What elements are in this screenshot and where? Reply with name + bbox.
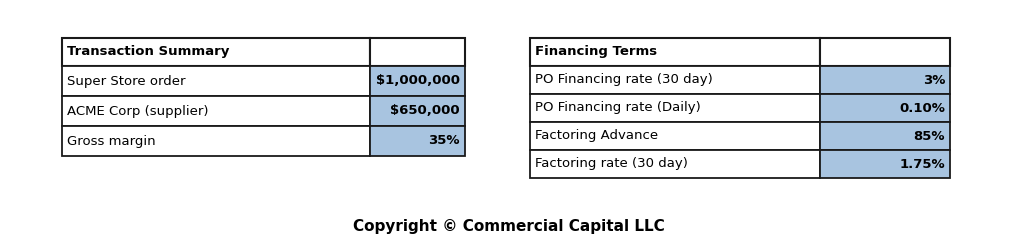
Bar — [820, 66, 950, 94]
Text: $1,000,000: $1,000,000 — [376, 74, 460, 88]
Bar — [530, 38, 820, 66]
Text: Gross margin: Gross margin — [67, 134, 156, 148]
Bar — [530, 66, 820, 94]
Text: PO Financing rate (30 day): PO Financing rate (30 day) — [535, 73, 713, 87]
Text: Super Store order: Super Store order — [67, 74, 185, 88]
Text: Financing Terms: Financing Terms — [535, 45, 657, 59]
Text: Factoring rate (30 day): Factoring rate (30 day) — [535, 157, 687, 171]
Text: Factoring Advance: Factoring Advance — [535, 129, 658, 143]
Text: 0.10%: 0.10% — [899, 101, 945, 115]
Bar — [370, 126, 465, 156]
Bar — [530, 150, 820, 178]
Text: Copyright © Commercial Capital LLC: Copyright © Commercial Capital LLC — [353, 218, 664, 234]
Text: Transaction Summary: Transaction Summary — [67, 45, 230, 59]
Bar — [62, 126, 370, 156]
Text: 3%: 3% — [922, 73, 945, 87]
Text: 1.75%: 1.75% — [899, 157, 945, 171]
Bar — [530, 94, 820, 122]
Text: PO Financing rate (Daily): PO Financing rate (Daily) — [535, 101, 701, 115]
Bar — [820, 122, 950, 150]
Text: 35%: 35% — [428, 134, 460, 148]
Bar — [370, 38, 465, 66]
Bar — [62, 66, 370, 96]
Bar — [820, 38, 950, 66]
Bar — [62, 38, 370, 66]
Bar — [62, 96, 370, 126]
Bar — [820, 150, 950, 178]
Bar — [820, 94, 950, 122]
Text: 85%: 85% — [913, 129, 945, 143]
Bar — [370, 96, 465, 126]
Bar — [370, 66, 465, 96]
Text: $650,000: $650,000 — [391, 104, 460, 118]
Text: ACME Corp (supplier): ACME Corp (supplier) — [67, 104, 208, 118]
Bar — [530, 122, 820, 150]
